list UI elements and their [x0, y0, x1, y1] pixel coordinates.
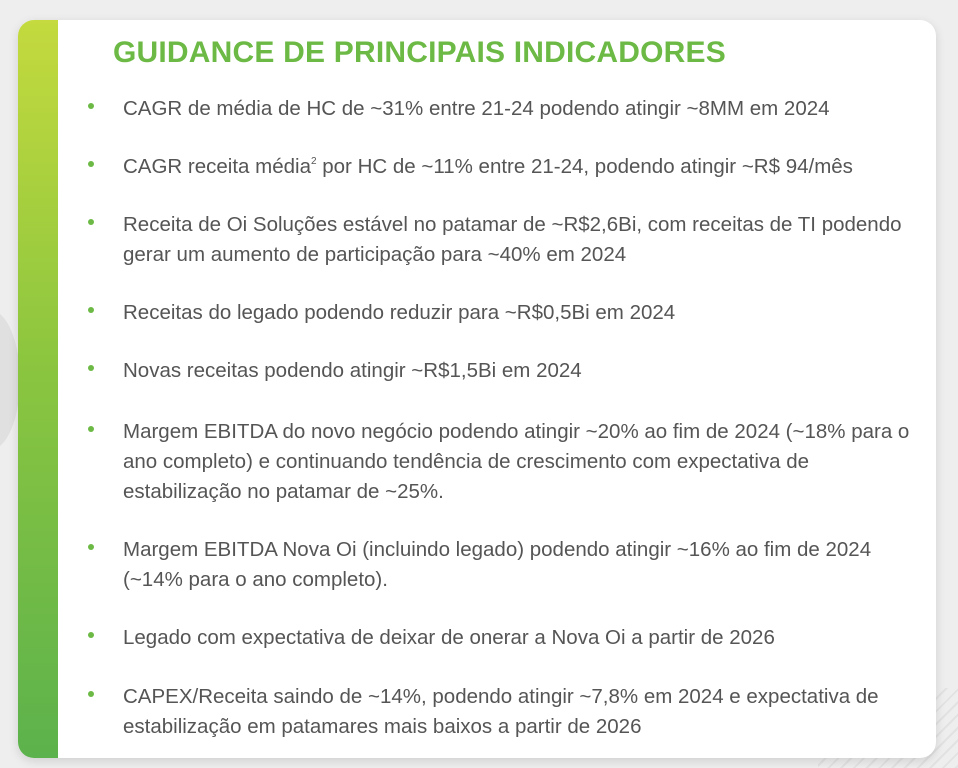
list-item-text: Novas receitas podendo atingir ~R$1,5Bi … [123, 359, 582, 382]
list-item-text: Legado com expectativa de deixar de oner… [123, 626, 775, 649]
bullet-dot-icon [88, 103, 94, 109]
list-item-text: Margem EBITDA do novo negócio podendo at… [123, 420, 910, 503]
bullet-dot-icon [88, 544, 94, 550]
bullet-dot-icon [88, 219, 94, 225]
accent-bar [18, 20, 58, 758]
list-item-text-part: por HC de ~11% entre 21-24, podendo atin… [316, 155, 853, 178]
list-item-text-part: CAGR receita média [123, 155, 311, 178]
list-item-text: CAGR receita média2 por HC de ~11% entre… [123, 152, 933, 182]
list-item-text: Receitas do legado podendo reduzir para … [123, 301, 676, 324]
list-item-text: CAPEX/Receita saindo de ~14%, podendo at… [123, 685, 879, 738]
page-title: GUIDANCE DE PRINCIPAIS INDICADORES [113, 36, 726, 69]
footnote-marker: 2 [310, 156, 317, 167]
list-item-text: Margem EBITDA Nova Oi (incluindo legado)… [123, 538, 872, 591]
bullet-dot-icon [88, 632, 94, 638]
list-item-text: Receita de Oi Soluções estável no patama… [123, 213, 902, 266]
bullet-dot-icon [88, 161, 94, 167]
bullet-dot-icon [88, 426, 94, 432]
background-arc [0, 310, 20, 450]
list-item-text: CAGR de média de HC de ~31% entre 21-24 … [123, 97, 830, 120]
bullet-dot-icon [88, 307, 94, 313]
guidance-card: GUIDANCE DE PRINCIPAIS INDICADORES CAGR … [18, 20, 936, 758]
bullet-dot-icon [88, 365, 94, 371]
bullet-dot-icon [88, 691, 94, 697]
